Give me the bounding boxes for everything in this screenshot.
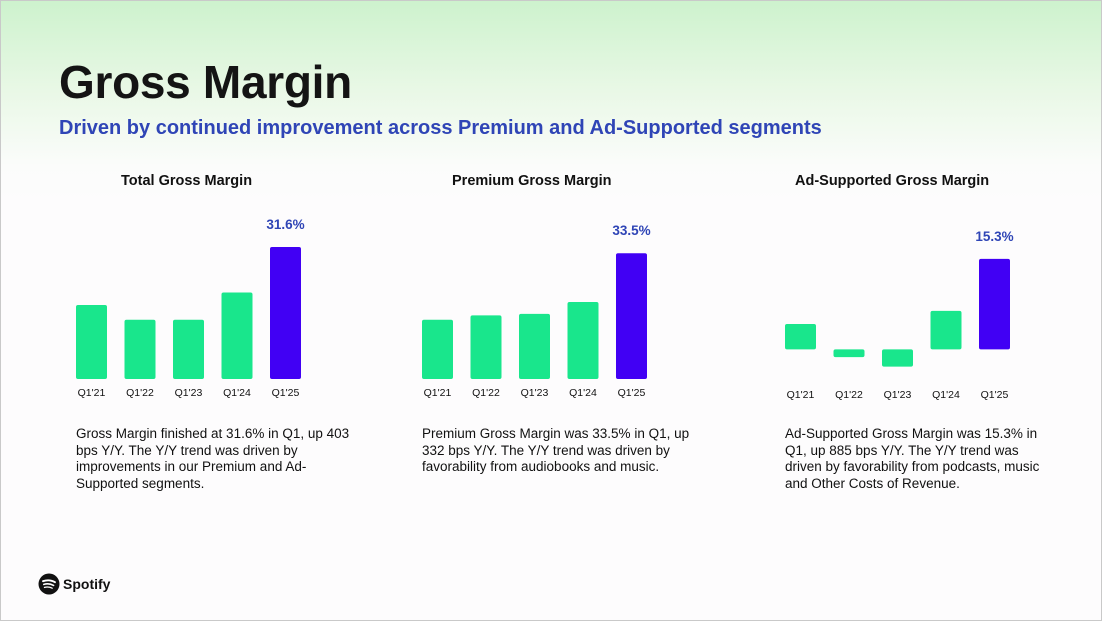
x-tick-label: Q1'23 [175, 387, 203, 399]
bar-q1-22 [124, 319, 156, 379]
x-tick-label: Q1'21 [787, 389, 815, 401]
x-tick-label: Q1'23 [884, 389, 912, 401]
bar-q1-23 [519, 313, 550, 379]
page-title: Gross Margin [59, 56, 352, 108]
panel-total-gross-margin: Total Gross Margin Q1'21 Q1'22 Q1'23 Q1'24 Q… [76, 161, 376, 501]
x-tick-label: Q1'25 [981, 389, 1009, 401]
bar-q1-22 [470, 315, 502, 379]
x-tick-label: Q1'21 [78, 387, 106, 399]
x-tick-label: Q1'25 [618, 387, 646, 399]
bar-q1-25 [270, 246, 301, 379]
spotify-logo: Spotify [38, 573, 110, 595]
x-tick-label: Q1'22 [472, 387, 500, 399]
bar-q1-22 [833, 349, 865, 358]
panel-title: Ad-Supported Gross Margin [795, 173, 990, 189]
panel-ad-supported-gross-margin: Ad-Supported Gross Margin Q1'21 Q1'22 Q1'2… [785, 161, 1085, 501]
x-tick-label: Q1'24 [569, 387, 597, 399]
spotify-icon [38, 573, 60, 595]
brand-name: Spotify [63, 576, 111, 592]
premium-gross-margin-chart: Q1'21 Q1'22 Q1'23 Q1'24 Q1'25 33.5% [422, 223, 651, 399]
x-tick-label: Q1'21 [424, 387, 452, 399]
data-label: 31.6% [266, 217, 304, 232]
panel-title: Total Gross Margin [121, 173, 253, 189]
bar-q1-21 [422, 319, 453, 379]
bar-q1-24 [221, 292, 253, 379]
bar-q1-21 [785, 323, 816, 350]
total-gross-margin-chart: Q1'21 Q1'22 Q1'23 Q1'24 Q1'25 31.6% [76, 217, 305, 399]
bar-q1-24 [930, 310, 962, 350]
bar-q1-23 [882, 349, 913, 367]
ad-supported-gross-margin-chart: Q1'21 Q1'22 Q1'23 Q1'24 Q1'25 15.3% [785, 229, 1014, 401]
x-tick-label: Q1'24 [932, 389, 960, 401]
bar-q1-25 [616, 253, 647, 379]
data-label: 33.5% [612, 223, 650, 238]
x-tick-label: Q1'24 [223, 387, 251, 399]
x-tick-label: Q1'23 [521, 387, 549, 399]
x-tick-label: Q1'22 [835, 389, 863, 401]
bar-q1-25 [979, 258, 1010, 350]
panel-title: Premium Gross Margin [452, 173, 612, 189]
page-subtitle: Driven by continued improvement across P… [59, 117, 822, 139]
panel-description: Ad-Supported Gross Margin was 15.3% in Q… [785, 426, 1040, 491]
panel-description: Premium Gross Margin was 33.5% in Q1, up… [422, 426, 690, 474]
x-tick-label: Q1'22 [126, 387, 154, 399]
panel-description: Gross Margin finished at 31.6% in Q1, up… [76, 426, 350, 491]
data-label: 15.3% [975, 229, 1013, 244]
bar-q1-23 [173, 319, 204, 379]
bar-q1-21 [76, 305, 107, 379]
x-tick-label: Q1'25 [272, 387, 300, 399]
panel-premium-gross-margin: Premium Gross Margin Q1'21 Q1'22 Q1'23 Q1'2… [422, 161, 722, 501]
bar-q1-24 [567, 302, 599, 379]
